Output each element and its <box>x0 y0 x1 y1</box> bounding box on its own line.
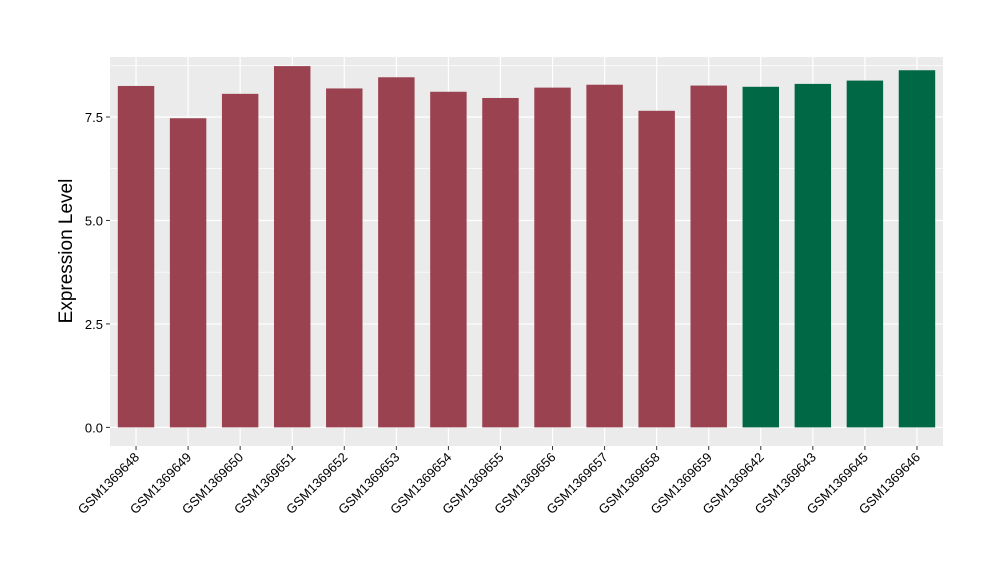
bar-gsm1369653 <box>378 77 415 428</box>
bar-gsm1369648 <box>117 85 155 428</box>
bar-layer <box>117 66 936 428</box>
x-axis: GSM1369648GSM1369649GSM1369650GSM1369651… <box>75 446 923 517</box>
bar-gsm1369645 <box>846 80 884 428</box>
bar-gsm1369657 <box>586 84 623 428</box>
y-tick-label: 2.5 <box>85 317 103 332</box>
bar-gsm1369654 <box>430 91 467 428</box>
bar-gsm1369643 <box>794 83 832 428</box>
y-tick-label: 0.0 <box>85 420 103 435</box>
y-tick-label: 5.0 <box>85 213 103 228</box>
bar-gsm1369655 <box>482 97 519 428</box>
bar-gsm1369658 <box>638 110 675 428</box>
y-axis-title: Expression Level <box>56 179 77 324</box>
bar-gsm1369642 <box>742 86 780 428</box>
y-axis: 0.0 2.5 5.0 7.5 <box>85 110 110 435</box>
bar-gsm1369650 <box>221 93 259 428</box>
bar-gsm1369659 <box>690 85 727 428</box>
bar-gsm1369651 <box>273 66 311 428</box>
y-tick-label: 7.5 <box>85 110 103 125</box>
bar-gsm1369656 <box>534 87 571 428</box>
bar-gsm1369646 <box>898 70 936 428</box>
bar-gsm1369649 <box>169 118 207 428</box>
bar-gsm1369652 <box>326 88 363 428</box>
